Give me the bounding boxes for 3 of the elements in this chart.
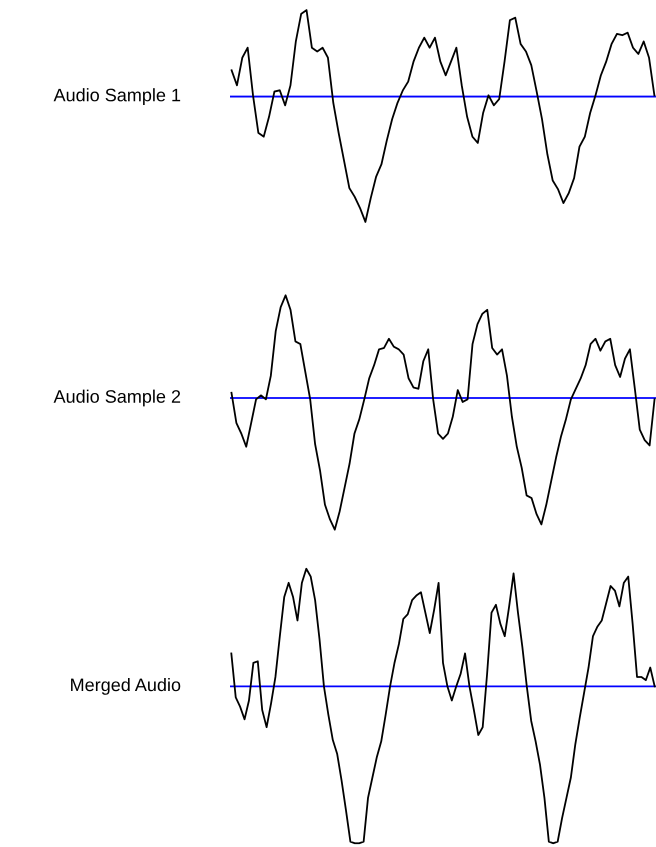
y-axis-title: Audio Sample 2 [54, 390, 180, 406]
y-axis-title: Merged Audio [71, 678, 180, 695]
y-axis-title: Audio Sample 1 [54, 88, 180, 105]
